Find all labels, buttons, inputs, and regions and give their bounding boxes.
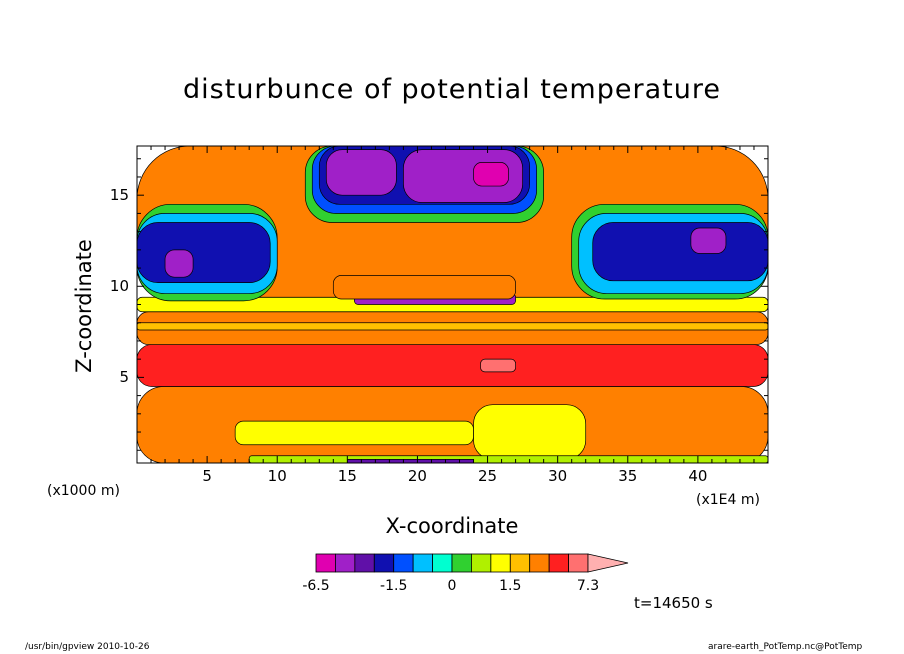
x-axis-label-text: X-coordinate bbox=[385, 514, 519, 538]
contour-fills bbox=[137, 146, 768, 463]
contour-region-10 bbox=[137, 222, 271, 283]
contour-region-6 bbox=[473, 404, 587, 460]
colorbar bbox=[315, 553, 629, 573]
colorbar-tick-label: 1.5 bbox=[499, 578, 522, 594]
y-tick-label: 5 bbox=[119, 368, 129, 387]
colorbar-swatch-12 bbox=[548, 553, 569, 573]
x-tick-label: 35 bbox=[618, 467, 638, 485]
colorbar-swatch-7 bbox=[451, 553, 472, 573]
colorbar-swatch-9 bbox=[490, 553, 511, 573]
contour-region-21 bbox=[473, 162, 509, 187]
x-tick-label: 10 bbox=[267, 467, 287, 485]
x-scale-note: (x1E4 m) bbox=[696, 492, 760, 508]
x-axis-label: X-coordinate bbox=[0, 514, 904, 538]
contour-region-19 bbox=[325, 149, 397, 196]
y-axis-label: Z-coordinate bbox=[72, 239, 96, 373]
x-tick-label: 20 bbox=[407, 467, 427, 485]
colorbar-swatch-5 bbox=[412, 553, 433, 573]
time-label: t=14650 s bbox=[634, 594, 713, 612]
colorbar-swatch-0 bbox=[315, 553, 336, 573]
colorbar-extend-arrow bbox=[587, 553, 629, 573]
colorbar-swatch-11 bbox=[529, 553, 550, 573]
colorbar-swatch-1 bbox=[335, 553, 356, 573]
x-tick-label: 15 bbox=[337, 467, 357, 485]
colorbar-swatch-2 bbox=[354, 553, 375, 573]
colorbar-swatch-6 bbox=[432, 553, 453, 573]
colorbar-swatch-3 bbox=[373, 553, 395, 573]
contour-region-26 bbox=[137, 322, 768, 331]
colorbar-tick-label: -1.5 bbox=[380, 578, 408, 594]
contour-region-5 bbox=[234, 420, 474, 446]
colorbar-swatch-10 bbox=[509, 553, 531, 573]
contour-region-14 bbox=[592, 222, 768, 282]
footer-command: /usr/bin/gpview 2010-10-26 bbox=[25, 642, 150, 652]
contour-region-7 bbox=[480, 358, 516, 373]
contour-region-24 bbox=[248, 455, 768, 463]
y-tick-label: 15 bbox=[109, 186, 129, 205]
x-unit-label: (x1000 m) bbox=[47, 483, 120, 499]
contour-region-15 bbox=[690, 227, 727, 254]
colorbar-swatch-8 bbox=[471, 553, 492, 573]
contour-region-25 bbox=[346, 459, 474, 463]
colorbar-tick-label: 0 bbox=[447, 578, 457, 594]
x-tick-label: 40 bbox=[688, 467, 708, 485]
contour-region-1 bbox=[137, 344, 768, 387]
x-tick-label: 25 bbox=[478, 467, 498, 485]
colorbar-swatch-4 bbox=[393, 553, 414, 573]
contour-region-11 bbox=[164, 249, 194, 278]
axis-ticks bbox=[137, 146, 768, 463]
colorbar-swatch-13 bbox=[568, 553, 589, 573]
footer-source: arare-earth_PotTemp.nc@PotTemp bbox=[708, 642, 863, 652]
colorbar-tick-label: -6.5 bbox=[302, 578, 330, 594]
x-tick-label: 30 bbox=[548, 467, 568, 485]
y-tick-label: 10 bbox=[109, 277, 129, 296]
colorbar-tick-label: 7.3 bbox=[576, 578, 600, 594]
x-tick-label: 5 bbox=[202, 467, 212, 485]
contour-region-23 bbox=[332, 275, 516, 300]
chart-title: disturbunce of potential temperature bbox=[183, 74, 721, 105]
